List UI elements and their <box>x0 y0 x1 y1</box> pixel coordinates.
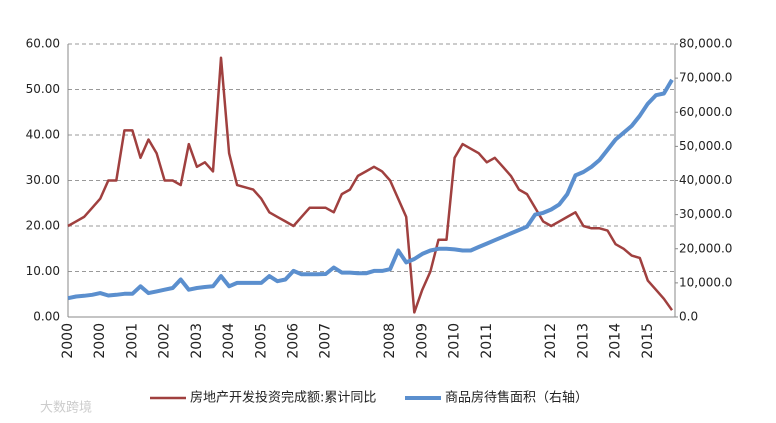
y-tick-label: 50.00 <box>26 82 60 96</box>
x-tick-label: 2005 <box>253 323 269 359</box>
y2-tick-label: 0.0 <box>679 310 698 324</box>
y2-tick-label: 70,000.0 <box>679 71 732 85</box>
x-tick-label: 2004 <box>221 323 237 359</box>
x-tick-label: 2002 <box>157 323 173 359</box>
legend-label: 房地产开发投资完成额:累计同比 <box>190 390 376 406</box>
y-tick-label: 10.00 <box>26 264 60 278</box>
y2-tick-label: 80,000.0 <box>679 37 732 51</box>
x-tick-label: 2006 <box>285 323 301 359</box>
x-tick-label: 2014 <box>608 323 624 359</box>
x-tick-label: 2010 <box>447 323 463 359</box>
x-tick-label: 2009 <box>414 323 430 359</box>
y2-tick-label: 20,000.0 <box>679 241 732 255</box>
y2-tick-label: 10,000.0 <box>679 275 732 289</box>
y2-tick-label: 40,000.0 <box>679 173 732 187</box>
y2-tick-label: 50,000.0 <box>679 139 732 153</box>
x-tick-label: 2008 <box>382 323 398 359</box>
watermark: 大数跨境 <box>40 401 92 416</box>
x-tick-label: 2012 <box>543 323 559 359</box>
x-tick-label: 2015 <box>640 323 656 359</box>
x-tick-label: 2007 <box>318 323 334 359</box>
y-tick-label: 40.00 <box>26 128 60 142</box>
y-tick-label: 20.00 <box>26 219 60 233</box>
x-tick-label: 2003 <box>189 323 205 359</box>
series-line <box>67 56 674 314</box>
x-tick-label: 2011 <box>479 323 495 359</box>
x-tick-label: 2013 <box>575 323 591 359</box>
x-tick-label: 2000 <box>60 323 76 359</box>
y-tick-label: 0.00 <box>33 310 60 324</box>
y2-tick-label: 60,000.0 <box>679 105 732 119</box>
y2-tick-label: 30,000.0 <box>679 207 732 221</box>
x-tick-label: 2001 <box>124 323 140 359</box>
y-tick-label: 30.00 <box>26 173 60 187</box>
y-tick-label: 60.00 <box>26 37 60 51</box>
legend-label: 商品房待售面积（右轴） <box>445 390 588 406</box>
x-tick-label: 2000 <box>92 323 108 359</box>
series-line <box>67 78 674 301</box>
